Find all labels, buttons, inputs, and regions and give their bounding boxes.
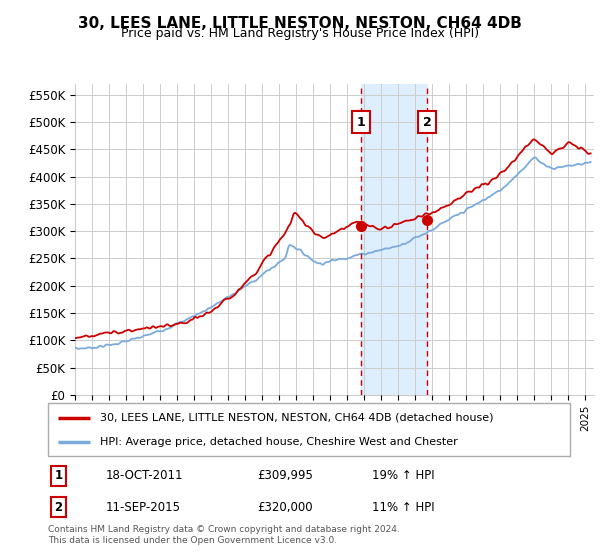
Text: 2: 2 xyxy=(55,501,62,514)
Text: 11% ↑ HPI: 11% ↑ HPI xyxy=(371,501,434,514)
Text: Price paid vs. HM Land Registry's House Price Index (HPI): Price paid vs. HM Land Registry's House … xyxy=(121,27,479,40)
Text: 1: 1 xyxy=(356,116,365,129)
Text: 30, LEES LANE, LITTLE NESTON, NESTON, CH64 4DB: 30, LEES LANE, LITTLE NESTON, NESTON, CH… xyxy=(78,16,522,31)
Text: HPI: Average price, detached house, Cheshire West and Chester: HPI: Average price, detached house, Ches… xyxy=(100,437,458,447)
Text: 2: 2 xyxy=(423,116,431,129)
Text: £309,995: £309,995 xyxy=(257,469,313,483)
Text: £320,000: £320,000 xyxy=(257,501,313,514)
FancyBboxPatch shape xyxy=(48,403,570,456)
Text: 19% ↑ HPI: 19% ↑ HPI xyxy=(371,469,434,483)
Text: 18-OCT-2011: 18-OCT-2011 xyxy=(106,469,183,483)
Text: 11-SEP-2015: 11-SEP-2015 xyxy=(106,501,181,514)
Text: 1: 1 xyxy=(55,469,62,483)
Bar xyxy=(361,84,427,395)
Text: Contains HM Land Registry data © Crown copyright and database right 2024.
This d: Contains HM Land Registry data © Crown c… xyxy=(48,525,400,545)
Text: 30, LEES LANE, LITTLE NESTON, NESTON, CH64 4DB (detached house): 30, LEES LANE, LITTLE NESTON, NESTON, CH… xyxy=(100,413,494,423)
